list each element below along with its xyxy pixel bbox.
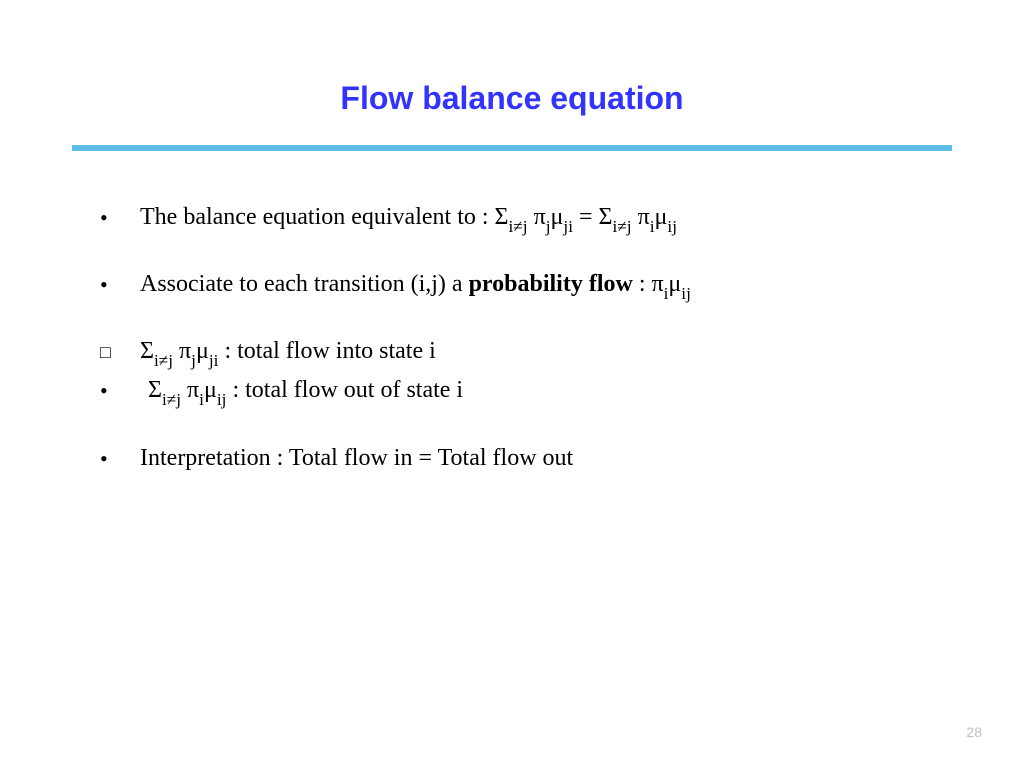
subscript: ji — [563, 217, 573, 236]
text-fragment: = — [573, 204, 599, 230]
bullet-text: Σi≠j πiμij : total flow out of state i — [140, 374, 954, 409]
pi-symbol: π — [638, 204, 650, 230]
subscript: i≠j — [509, 217, 528, 236]
text-fragment: : total flow into state i — [218, 338, 435, 364]
slide-title: Flow balance equation — [70, 80, 954, 117]
sigma-symbol: Σ — [495, 204, 509, 230]
bullet-dot-icon: • — [100, 268, 140, 303]
title-divider — [72, 145, 952, 151]
subscript: ij — [667, 217, 677, 236]
text-fragment: The balance equation equivalent to : — [140, 204, 495, 230]
bullet-text: The balance equation equivalent to : Σi≠… — [140, 201, 954, 236]
bullet-text: Interpretation : Total flow in = Total f… — [140, 442, 954, 474]
subscript: i≠j — [162, 390, 181, 409]
mu-symbol: μ — [551, 204, 564, 230]
subscript: j — [191, 351, 196, 370]
bullet-item: □ Σi≠j πjμji : total flow into state i — [100, 335, 954, 370]
bullet-item: • Σi≠j πiμij : total flow out of state i — [100, 374, 954, 409]
slide-content: • The balance equation equivalent to : Σ… — [70, 201, 954, 474]
sigma-symbol: Σ — [599, 204, 613, 230]
subscript: ij — [217, 390, 227, 409]
bullet-dot-icon: • — [100, 201, 140, 236]
sigma-symbol: Σ — [148, 377, 162, 403]
bullet-dot-icon: • — [100, 442, 140, 474]
bullet-item: • Interpretation : Total flow in = Total… — [100, 442, 954, 474]
mu-symbol: μ — [668, 271, 681, 297]
text-fragment: : — [633, 271, 652, 297]
bold-text: probability flow — [469, 271, 633, 297]
sigma-symbol: Σ — [140, 338, 154, 364]
mu-symbol: μ — [196, 338, 209, 364]
subscript: i — [199, 390, 204, 409]
mu-symbol: μ — [655, 204, 668, 230]
pi-symbol: π — [651, 271, 663, 297]
subscript: i≠j — [154, 351, 173, 370]
subscript: i — [664, 284, 669, 303]
subscript: i≠j — [613, 217, 632, 236]
bullet-text: Σi≠j πjμji : total flow into state i — [140, 335, 954, 370]
pi-symbol: π — [534, 204, 546, 230]
subscript: j — [546, 217, 551, 236]
subscript: ij — [681, 284, 691, 303]
pi-symbol: π — [179, 338, 191, 364]
text-fragment: : total flow out of state i — [226, 377, 463, 403]
subscript: i — [650, 217, 655, 236]
subscript: ji — [209, 351, 219, 370]
slide: Flow balance equation • The balance equa… — [0, 0, 1024, 768]
bullet-text: Associate to each transition (i,j) a pro… — [140, 268, 954, 303]
text-fragment: Associate to each transition (i,j) a — [140, 271, 469, 297]
pi-symbol: π — [187, 377, 199, 403]
bullet-item: • The balance equation equivalent to : Σ… — [100, 201, 954, 236]
bullet-dot-icon: • — [100, 374, 140, 409]
bullet-item: • Associate to each transition (i,j) a p… — [100, 268, 954, 303]
mu-symbol: μ — [204, 377, 217, 403]
bullet-box-icon: □ — [100, 335, 140, 370]
page-number: 28 — [966, 724, 982, 740]
